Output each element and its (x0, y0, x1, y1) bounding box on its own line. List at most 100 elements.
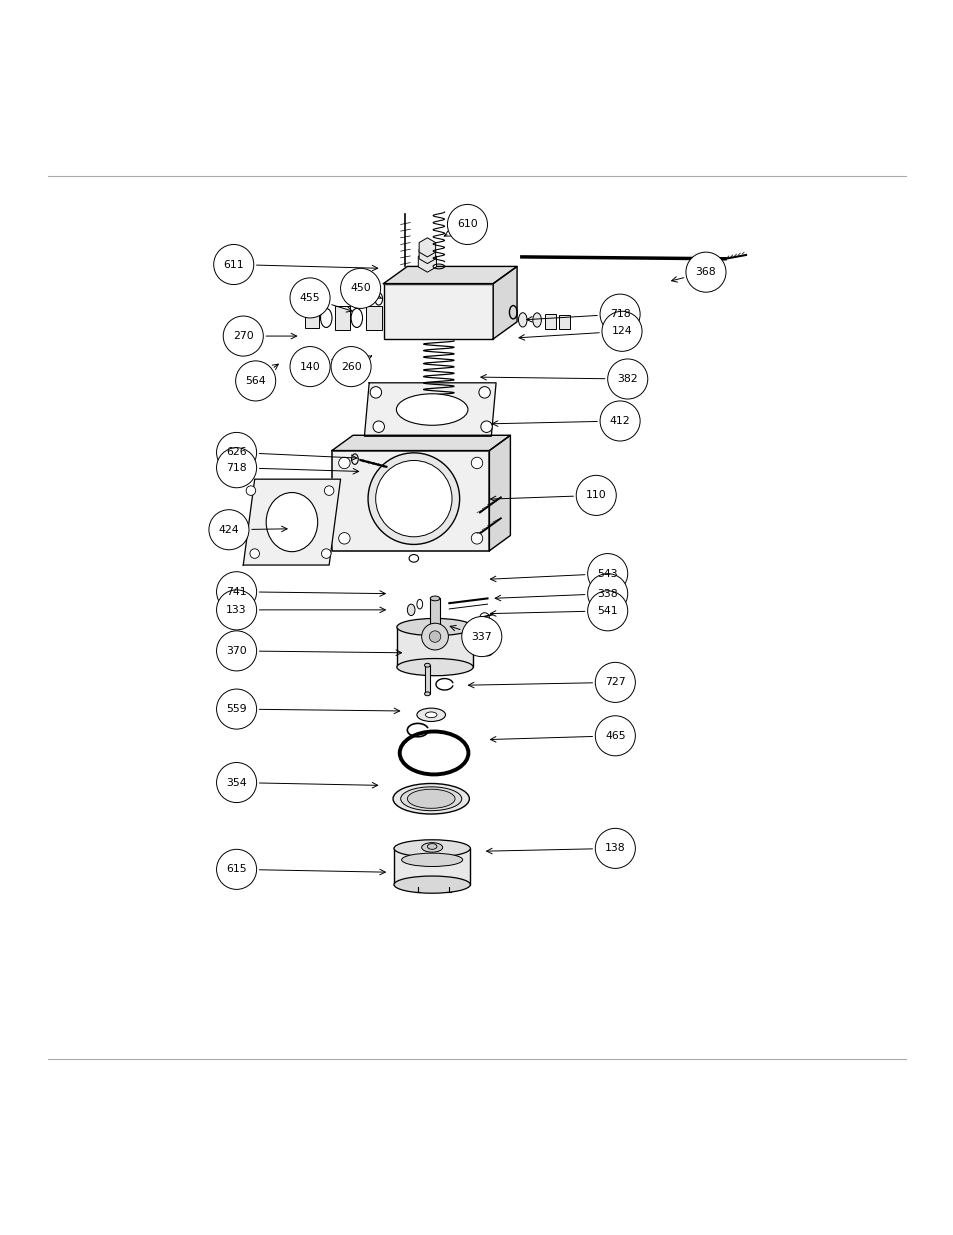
Circle shape (471, 532, 482, 545)
Ellipse shape (421, 842, 442, 852)
Circle shape (223, 316, 263, 356)
FancyBboxPatch shape (544, 315, 556, 329)
Ellipse shape (396, 394, 467, 425)
Circle shape (587, 573, 627, 614)
FancyBboxPatch shape (335, 305, 350, 330)
Text: 615: 615 (226, 864, 247, 874)
Circle shape (429, 631, 440, 642)
Circle shape (209, 510, 249, 550)
Circle shape (373, 421, 384, 432)
FancyBboxPatch shape (558, 315, 570, 329)
Polygon shape (383, 267, 517, 284)
Text: 270: 270 (233, 331, 253, 341)
FancyBboxPatch shape (332, 451, 489, 551)
Text: 741: 741 (226, 587, 247, 597)
Circle shape (599, 401, 639, 441)
Ellipse shape (401, 853, 462, 867)
Text: 611: 611 (223, 259, 244, 269)
Ellipse shape (518, 312, 527, 327)
Circle shape (216, 432, 256, 473)
Text: 718: 718 (609, 309, 630, 319)
Circle shape (331, 347, 371, 387)
Text: 133: 133 (226, 605, 247, 615)
Circle shape (595, 662, 635, 703)
Text: 370: 370 (226, 646, 247, 656)
Circle shape (421, 624, 448, 650)
Circle shape (601, 311, 641, 351)
Circle shape (216, 689, 256, 729)
Ellipse shape (430, 597, 439, 600)
FancyBboxPatch shape (383, 284, 493, 338)
Circle shape (480, 421, 492, 432)
Ellipse shape (424, 692, 430, 695)
Circle shape (321, 548, 331, 558)
Circle shape (370, 387, 381, 398)
Circle shape (375, 461, 452, 537)
Circle shape (461, 616, 501, 657)
Circle shape (216, 762, 256, 803)
Ellipse shape (394, 876, 470, 893)
Circle shape (324, 485, 334, 495)
Circle shape (447, 205, 487, 245)
Circle shape (587, 590, 627, 631)
Ellipse shape (396, 619, 473, 636)
Text: 354: 354 (226, 778, 247, 788)
Text: 626: 626 (226, 447, 247, 457)
Ellipse shape (416, 708, 445, 721)
Text: 465: 465 (604, 731, 625, 741)
Text: 727: 727 (604, 677, 625, 688)
Circle shape (250, 548, 259, 558)
Circle shape (213, 245, 253, 284)
Text: 260: 260 (340, 362, 361, 372)
Text: 138: 138 (604, 844, 625, 853)
Text: 412: 412 (609, 416, 630, 426)
Text: 382: 382 (617, 374, 638, 384)
Ellipse shape (532, 312, 540, 327)
Circle shape (471, 457, 482, 468)
Circle shape (290, 278, 330, 317)
Circle shape (340, 268, 380, 309)
Circle shape (290, 347, 330, 387)
Circle shape (685, 252, 725, 293)
Circle shape (338, 532, 350, 545)
Ellipse shape (424, 663, 430, 667)
Ellipse shape (393, 783, 469, 814)
Ellipse shape (266, 493, 317, 552)
Circle shape (216, 631, 256, 671)
Ellipse shape (407, 604, 415, 615)
Ellipse shape (394, 840, 470, 857)
Text: 455: 455 (299, 293, 320, 303)
Text: 124: 124 (611, 326, 632, 336)
Circle shape (595, 829, 635, 868)
Text: 450: 450 (350, 283, 371, 294)
Text: 110: 110 (585, 490, 606, 500)
FancyBboxPatch shape (305, 308, 318, 329)
FancyBboxPatch shape (424, 666, 430, 694)
Text: 140: 140 (299, 362, 320, 372)
Circle shape (235, 361, 275, 401)
Text: 541: 541 (597, 606, 618, 616)
Circle shape (478, 387, 490, 398)
Circle shape (595, 716, 635, 756)
Polygon shape (489, 435, 510, 551)
Polygon shape (364, 383, 496, 436)
Polygon shape (243, 479, 340, 566)
Circle shape (246, 485, 255, 495)
FancyBboxPatch shape (394, 848, 470, 884)
Ellipse shape (427, 844, 436, 850)
Ellipse shape (396, 658, 473, 676)
Text: 718: 718 (226, 463, 247, 473)
FancyBboxPatch shape (366, 305, 381, 330)
Circle shape (216, 448, 256, 488)
Ellipse shape (400, 787, 461, 810)
Circle shape (216, 590, 256, 630)
FancyBboxPatch shape (430, 599, 439, 627)
Circle shape (599, 294, 639, 335)
Text: 337: 337 (471, 631, 492, 641)
Text: 610: 610 (456, 220, 477, 230)
Text: 424: 424 (218, 525, 239, 535)
Text: 543: 543 (597, 568, 618, 579)
Circle shape (368, 453, 459, 545)
Circle shape (587, 553, 627, 594)
Ellipse shape (425, 711, 436, 718)
